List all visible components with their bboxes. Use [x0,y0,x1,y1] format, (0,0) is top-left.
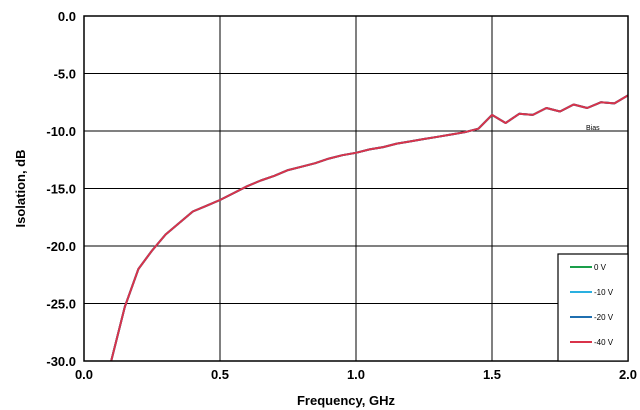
x-axis-title: Frequency, GHz [297,393,396,408]
legend-box [557,253,629,362]
x-tick-label: 2.0 [619,367,637,382]
plot-frame [83,15,629,362]
y-tick-label: -15.0 [46,182,76,197]
x-tick-label: 0.0 [75,367,93,382]
y-tick-label: -20.0 [46,239,76,254]
y-tick-label: -30.0 [46,354,76,369]
x-tick-label: 0.5 [211,367,229,382]
x-tick-label: 1.5 [483,367,501,382]
legend-label: -20 V [594,313,614,322]
y-tick-label: -10.0 [46,124,76,139]
series-line-40V [110,94,628,361]
legend-label: -40 V [594,338,614,347]
y-tick-label: 0.0 [58,9,76,24]
legend-label: -10 V [594,288,614,297]
legend-label: 0 V [594,263,607,272]
y-tick-label: -25.0 [46,297,76,312]
legend-title: Bias [586,125,600,132]
y-axis-title: Isolation, dB [13,150,28,228]
y-tick-label: -5.0 [54,67,76,82]
x-tick-label: 1.0 [347,367,365,382]
